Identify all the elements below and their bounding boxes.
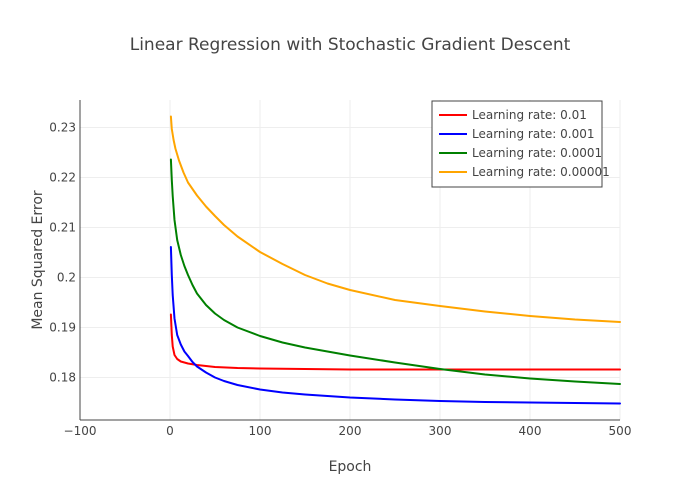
axes bbox=[79, 100, 620, 421]
x-tick-label: 0 bbox=[166, 424, 174, 438]
series-line-4[interactable] bbox=[169, 115, 621, 323]
chart-title: Linear Regression with Stochastic Gradie… bbox=[130, 35, 571, 55]
x-axis-title: Epoch bbox=[329, 459, 372, 475]
x-tick-label: 200 bbox=[339, 424, 362, 438]
legend-label[interactable]: Learning rate: 0.0001 bbox=[472, 146, 602, 160]
legend[interactable]: Learning rate: 0.01 Learning rate: 0.001 L… bbox=[431, 100, 610, 188]
legend-label[interactable]: Learning rate: 0.01 bbox=[472, 108, 587, 122]
x-tick-label: −100 bbox=[64, 424, 97, 438]
y-tick-label: 0.21 bbox=[49, 221, 76, 235]
series-line-3[interactable] bbox=[169, 158, 621, 385]
y-tick-label: 0.22 bbox=[49, 171, 76, 185]
plot-area[interactable] bbox=[169, 115, 621, 405]
x-axis-ticks: −100 0 100 200 300 400 500 bbox=[64, 424, 632, 438]
series-line-1[interactable] bbox=[169, 313, 621, 371]
y-tick-label: 0.18 bbox=[49, 371, 76, 385]
y-axis-ticks: 0.18 0.19 0.2 0.21 0.22 0.23 bbox=[49, 121, 76, 385]
y-tick-label: 0.23 bbox=[49, 121, 76, 135]
legend-label[interactable]: Learning rate: 0.001 bbox=[472, 127, 595, 141]
y-tick-label: 0.2 bbox=[57, 271, 76, 285]
series-line-2[interactable] bbox=[169, 246, 621, 405]
x-tick-label: 100 bbox=[249, 424, 272, 438]
x-tick-label: 500 bbox=[609, 424, 632, 438]
legend-label[interactable]: Learning rate: 0.00001 bbox=[472, 165, 610, 179]
x-tick-label: 300 bbox=[429, 424, 452, 438]
y-axis-title: Mean Squared Error bbox=[30, 190, 46, 330]
gridlines bbox=[80, 100, 621, 420]
x-tick-label: 400 bbox=[519, 424, 542, 438]
y-tick-label: 0.19 bbox=[49, 321, 76, 335]
